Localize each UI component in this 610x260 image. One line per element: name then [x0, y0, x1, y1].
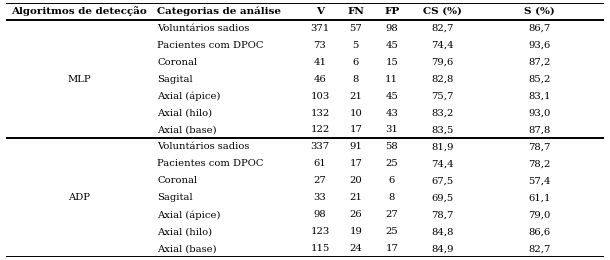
Text: 82,7: 82,7 — [528, 244, 551, 254]
Text: 24: 24 — [350, 244, 362, 254]
Text: 123: 123 — [310, 228, 329, 236]
Text: 87,2: 87,2 — [528, 57, 551, 67]
Text: 74,4: 74,4 — [431, 159, 454, 168]
Text: 27: 27 — [314, 177, 326, 185]
Text: 82,7: 82,7 — [431, 24, 454, 32]
Text: 46: 46 — [314, 75, 326, 83]
Text: 83,1: 83,1 — [528, 92, 551, 101]
Text: 79,6: 79,6 — [431, 57, 454, 67]
Text: 57: 57 — [350, 24, 362, 32]
Text: 73: 73 — [314, 41, 326, 50]
Text: 6: 6 — [389, 177, 395, 185]
Text: 84,8: 84,8 — [431, 228, 454, 236]
Text: Pacientes com DPOC: Pacientes com DPOC — [157, 159, 264, 168]
Text: 8: 8 — [353, 75, 359, 83]
Text: 21: 21 — [350, 92, 362, 101]
Text: S (%): S (%) — [524, 6, 555, 16]
Text: FN: FN — [347, 6, 364, 16]
Text: 82,8: 82,8 — [431, 75, 454, 83]
Text: 132: 132 — [310, 108, 329, 118]
Text: V: V — [316, 6, 324, 16]
Text: 21: 21 — [350, 193, 362, 203]
Text: 74,4: 74,4 — [431, 41, 454, 50]
Text: 69,5: 69,5 — [431, 193, 454, 203]
Text: 93,0: 93,0 — [528, 108, 551, 118]
Text: 10: 10 — [350, 108, 362, 118]
Text: 87,8: 87,8 — [528, 126, 551, 134]
Text: 31: 31 — [386, 126, 398, 134]
Text: 79,0: 79,0 — [528, 210, 551, 219]
Text: 78,7: 78,7 — [528, 142, 551, 152]
Text: 17: 17 — [350, 159, 362, 168]
Text: Axial (ápice): Axial (ápice) — [157, 91, 221, 101]
Text: 25: 25 — [386, 159, 398, 168]
Text: 11: 11 — [385, 75, 398, 83]
Text: 371: 371 — [310, 24, 329, 32]
Text: Voluntários sadios: Voluntários sadios — [157, 24, 249, 32]
Text: Coronal: Coronal — [157, 57, 198, 67]
Text: 67,5: 67,5 — [431, 177, 454, 185]
Text: 17: 17 — [386, 244, 398, 254]
Text: Axial (hilo): Axial (hilo) — [157, 108, 212, 118]
Text: 115: 115 — [310, 244, 329, 254]
Text: 122: 122 — [310, 126, 329, 134]
Text: 27: 27 — [386, 210, 398, 219]
Text: 83,2: 83,2 — [431, 108, 454, 118]
Text: Sagital: Sagital — [157, 193, 193, 203]
Text: 91: 91 — [350, 142, 362, 152]
Text: 19: 19 — [350, 228, 362, 236]
Text: 85,2: 85,2 — [528, 75, 551, 83]
Text: Coronal: Coronal — [157, 177, 198, 185]
Text: 45: 45 — [386, 92, 398, 101]
Text: FP: FP — [384, 6, 400, 16]
Text: 17: 17 — [350, 126, 362, 134]
Text: 86,6: 86,6 — [529, 228, 551, 236]
Text: 43: 43 — [386, 108, 398, 118]
Text: 93,6: 93,6 — [528, 41, 551, 50]
Text: 25: 25 — [386, 228, 398, 236]
Text: 26: 26 — [350, 210, 362, 219]
Text: 6: 6 — [353, 57, 359, 67]
Text: CS (%): CS (%) — [423, 6, 462, 16]
Text: 57,4: 57,4 — [528, 177, 551, 185]
Text: Axial (base): Axial (base) — [157, 126, 217, 134]
Text: 61,1: 61,1 — [528, 193, 551, 203]
Text: Categorias de análise: Categorias de análise — [157, 6, 281, 16]
Text: 75,7: 75,7 — [431, 92, 454, 101]
Text: 81,9: 81,9 — [431, 142, 454, 152]
Text: 15: 15 — [386, 57, 398, 67]
Text: 41: 41 — [314, 57, 326, 67]
Text: 337: 337 — [310, 142, 329, 152]
Text: 33: 33 — [314, 193, 326, 203]
Text: Sagital: Sagital — [157, 75, 193, 83]
Text: 98: 98 — [314, 210, 326, 219]
Text: 45: 45 — [386, 41, 398, 50]
Text: 20: 20 — [350, 177, 362, 185]
Text: Pacientes com DPOC: Pacientes com DPOC — [157, 41, 264, 50]
Text: 103: 103 — [310, 92, 329, 101]
Text: 61: 61 — [314, 159, 326, 168]
Text: ADP: ADP — [68, 193, 90, 203]
Text: 83,5: 83,5 — [431, 126, 454, 134]
Text: Voluntários sadios: Voluntários sadios — [157, 142, 249, 152]
Text: Algoritmos de detecção: Algoritmos de detecção — [11, 6, 146, 16]
Text: Axial (hilo): Axial (hilo) — [157, 228, 212, 236]
Text: 86,7: 86,7 — [528, 24, 551, 32]
Text: 78,2: 78,2 — [528, 159, 551, 168]
Text: Axial (base): Axial (base) — [157, 244, 217, 254]
Text: Axial (ápice): Axial (ápice) — [157, 210, 221, 220]
Text: MLP: MLP — [68, 75, 91, 83]
Text: 58: 58 — [386, 142, 398, 152]
Text: 8: 8 — [389, 193, 395, 203]
Text: 84,9: 84,9 — [431, 244, 454, 254]
Text: 5: 5 — [353, 41, 359, 50]
Text: 78,7: 78,7 — [431, 210, 454, 219]
Text: 98: 98 — [386, 24, 398, 32]
